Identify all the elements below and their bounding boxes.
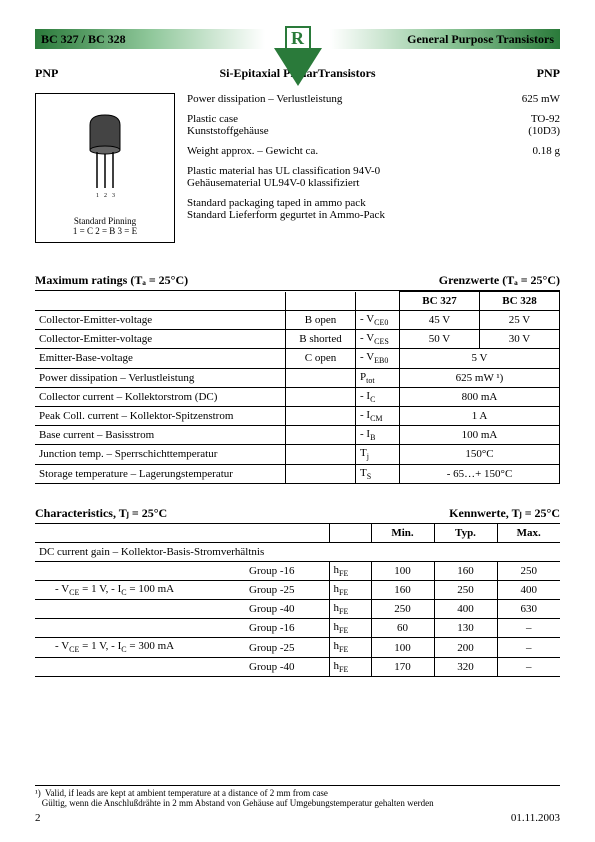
spec-row: Plastic caseKunststoffgehäuseTO-92(10D3) [187,113,560,137]
page-number: 2 [35,812,41,824]
spec-row: Standard packaging taped in ammo packSta… [187,197,560,221]
char-title-left: Characteristics, Tⱼ = 25°C [35,506,167,521]
svg-text:1: 1 [96,193,99,199]
footnote-marker: ¹) [35,788,41,798]
top-section: 1 2 3 Standard Pinning 1 = C 2 = B 3 = E… [35,93,560,243]
part-number: BC 327 / BC 328 [35,29,265,49]
footnote-de: Gültig, wenn die Anschlußdrähte in 2 mm … [42,798,434,808]
spec-row: Weight approx. – Gewicht ca.0.18 g [187,145,560,157]
pinning-text: 1 = C 2 = B 3 = E [73,226,137,236]
svg-text:2: 2 [104,193,107,199]
spec-row: Plastic material has UL classification 9… [187,165,560,189]
max-ratings-title: Maximum ratings (Tₐ = 25°C) Grenzwerte (… [35,273,560,291]
polarity-right: PNP [537,66,560,81]
footer: 2 01.11.2003 [35,812,560,824]
spec-row: Power dissipation – Verlustleistung625 m… [187,93,560,105]
date: 01.11.2003 [511,812,560,824]
header-band: BC 327 / BC 328 R General Purpose Transi… [35,28,560,50]
pinning-title: Standard Pinning [74,216,136,226]
svg-text:3: 3 [112,193,115,199]
footnote-en: Valid, if leads are kept at ambient temp… [45,788,328,798]
category: General Purpose Transistors [330,29,560,49]
max-title-right: Grenzwerte (Tₐ = 25°C) [439,273,560,288]
characteristics-table: Min.Typ.Max.DC current gain – Kollektor-… [35,523,560,677]
footnote: ¹) Valid, if leads are kept at ambient t… [35,785,560,808]
logo-letter: R [285,26,311,50]
max-ratings-table: BC 327BC 328Collector-Emitter-voltageB o… [35,291,560,484]
polarity-left: PNP [35,66,58,81]
package-diagram: 1 2 3 Standard Pinning 1 = C 2 = B 3 = E [35,93,175,243]
logo: R [274,26,322,86]
max-title-left: Maximum ratings (Tₐ = 25°C) [35,273,188,288]
spec-list: Power dissipation – Verlustleistung625 m… [187,93,560,243]
char-title: Characteristics, Tⱼ = 25°C Kennwerte, Tⱼ… [35,506,560,523]
logo-triangle-icon [274,48,322,86]
to92-icon: 1 2 3 [75,94,135,216]
char-title-right: Kennwerte, Tⱼ = 25°C [449,506,560,521]
